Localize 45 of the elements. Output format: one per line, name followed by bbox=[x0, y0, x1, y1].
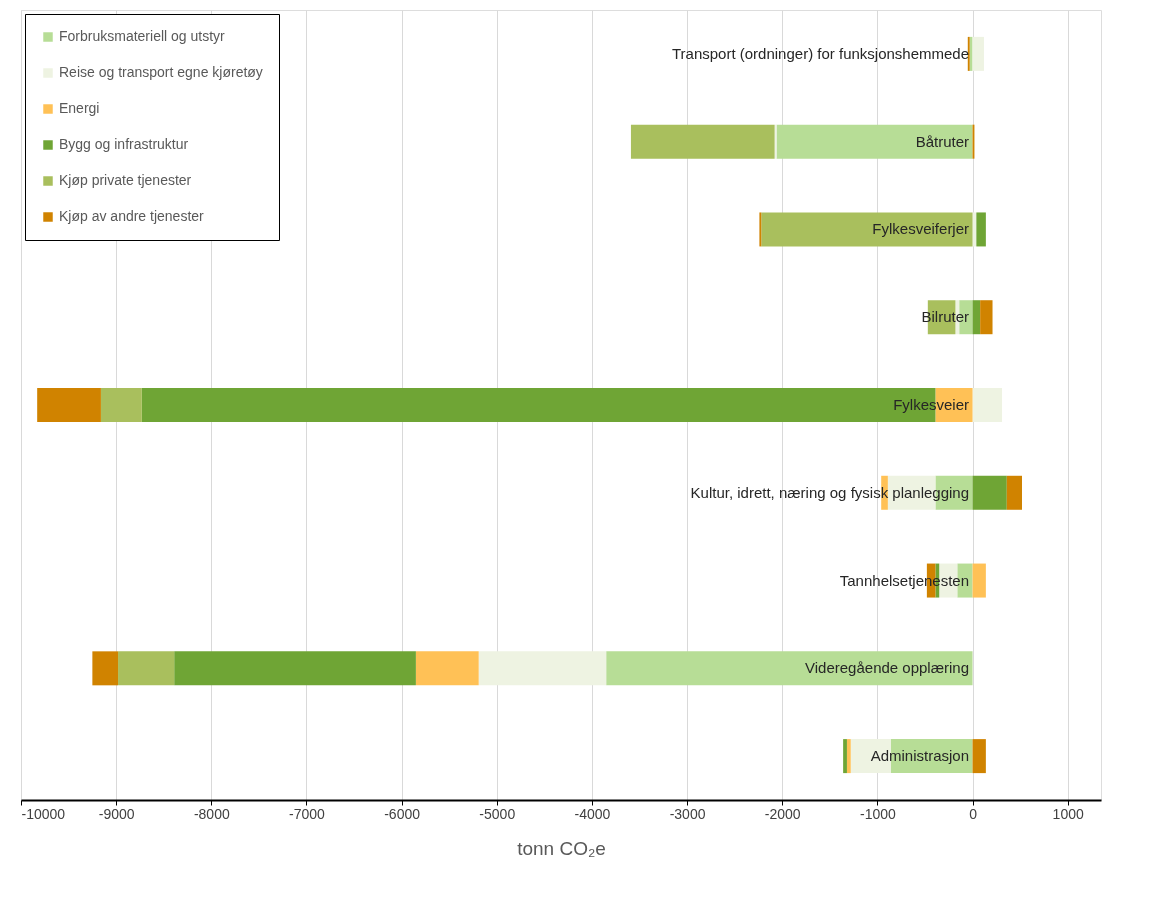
bar bbox=[37, 388, 101, 422]
bar bbox=[606, 651, 973, 686]
x-tick-label: -1000 bbox=[859, 805, 896, 822]
bar bbox=[846, 739, 851, 774]
legend-label: Bygg og infrastruktur bbox=[59, 136, 189, 152]
bar bbox=[972, 563, 986, 598]
bar bbox=[976, 212, 986, 247]
bar bbox=[761, 212, 973, 247]
x-tick-label: 1000 bbox=[1052, 805, 1084, 822]
y-tick-label: Båtruter bbox=[915, 132, 970, 150]
x-tick-label: -5000 bbox=[479, 805, 516, 822]
bar bbox=[776, 124, 973, 159]
x-tick-label: -3000 bbox=[669, 805, 706, 822]
bar bbox=[843, 739, 847, 774]
legend-label: Forbruksmateriell og utstyr bbox=[59, 28, 226, 44]
bar bbox=[630, 124, 775, 159]
legend-label: Kjøp av andre tjenester bbox=[59, 208, 205, 224]
y-tick-label: Administrasjon bbox=[870, 747, 970, 765]
bar bbox=[972, 300, 981, 335]
y-tick-label: Videregående opplæring bbox=[805, 659, 970, 677]
x-tick-label: -7000 bbox=[289, 805, 326, 822]
bar bbox=[972, 36, 984, 71]
x-tick-label: -8000 bbox=[193, 805, 230, 822]
x-tick-label: -10000 bbox=[21, 805, 66, 822]
legend-label: Energi bbox=[59, 100, 100, 116]
legend-label: Kjøp private tjenester bbox=[59, 172, 192, 188]
y-tick-label: Fylkesveiferjer bbox=[872, 220, 970, 238]
legend-label: Reise og transport egne kjøretøy bbox=[59, 64, 263, 80]
x-axis-title: tonn CO₂e bbox=[517, 837, 606, 859]
x-tick-label: -6000 bbox=[384, 805, 421, 822]
bar bbox=[174, 651, 416, 686]
x-tick-label: -2000 bbox=[764, 805, 801, 822]
bar bbox=[972, 739, 986, 774]
bar bbox=[100, 388, 142, 422]
x-tick-label: -4000 bbox=[574, 805, 611, 822]
bar bbox=[972, 475, 1007, 510]
bar bbox=[92, 651, 119, 686]
bar bbox=[478, 651, 607, 686]
bar bbox=[972, 388, 1003, 422]
bar bbox=[118, 651, 175, 686]
x-tick-label: -9000 bbox=[98, 805, 135, 822]
bar bbox=[1006, 475, 1023, 510]
x-tick-label: 0 bbox=[969, 805, 978, 822]
bar bbox=[415, 651, 479, 686]
bar bbox=[980, 300, 993, 335]
